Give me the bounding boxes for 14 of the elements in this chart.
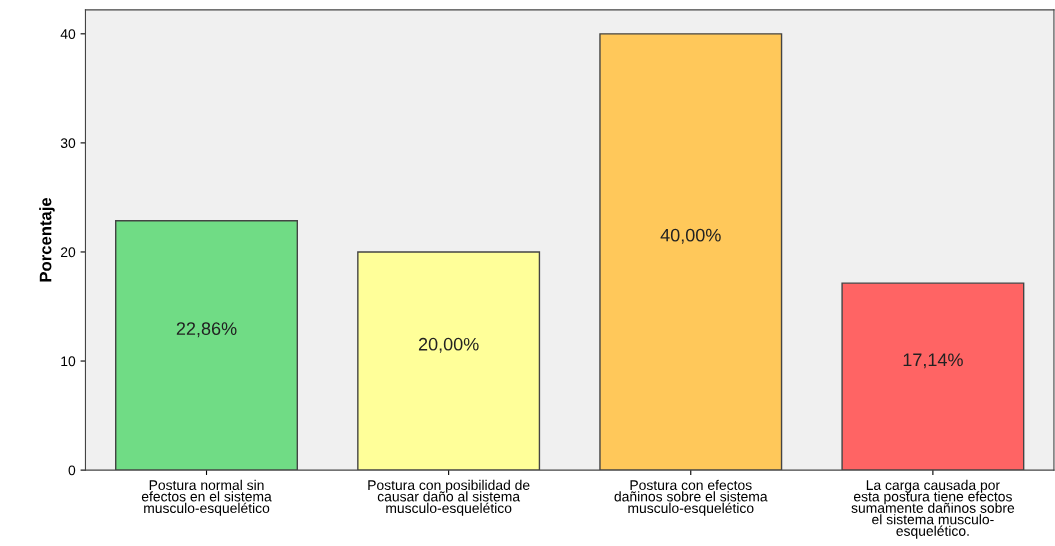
data-label: 22,86% <box>176 322 237 338</box>
x-tick-label: La carga causada por esta postura tiene efectos sumamente dañinos sobre el sistema musculo- esquelético. <box>851 479 1015 539</box>
x-tick-label: Postura normal sin efectos en el sistema musculo-esquelético <box>141 479 272 516</box>
y-tick-label: 0 <box>68 465 76 476</box>
y-tick-label: 30 <box>60 138 76 149</box>
x-tick-label: Postura con posibilidad de causar daño al sistema musculo-esquelético <box>368 479 530 516</box>
data-label: 40,00% <box>660 228 721 244</box>
data-label: 20,00% <box>418 337 479 353</box>
data-label: 17,14% <box>903 353 963 369</box>
x-tick-label: Postura con efectos dañinos sobre el sistema musculo-esquelético <box>614 479 768 516</box>
y-tick-label: 20 <box>60 247 76 258</box>
y-tick-label: 10 <box>61 356 76 367</box>
y-axis-title: Porcentaje <box>39 197 55 282</box>
y-tick-label: 40 <box>60 29 76 39</box>
